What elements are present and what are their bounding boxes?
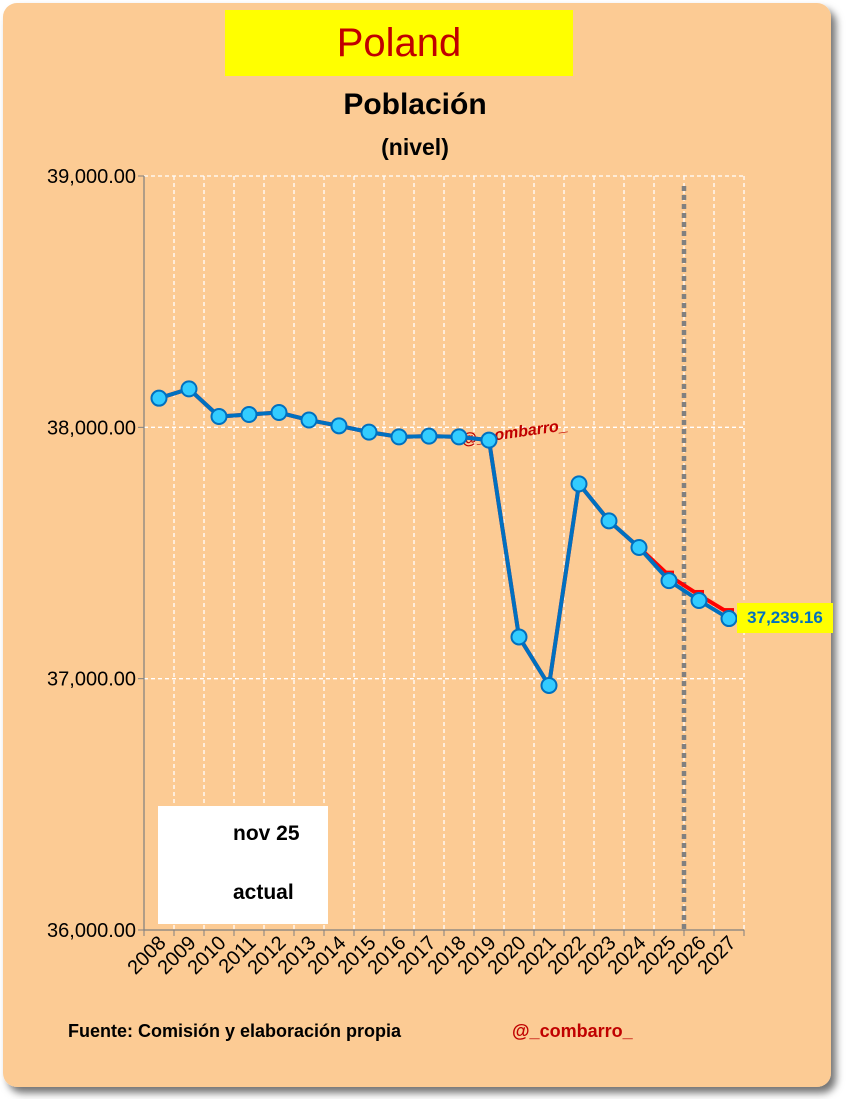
series-point-actual <box>180 380 198 398</box>
legend-label-nov25: nov 25 <box>233 822 300 845</box>
country-label: Poland <box>225 10 573 76</box>
series-layer <box>150 380 738 694</box>
legend: nov 25 actual <box>158 806 328 924</box>
series-point-actual <box>630 538 648 556</box>
series-point-actual <box>690 592 708 610</box>
series-point-actual <box>720 610 738 628</box>
author-handle: @_combarro_ <box>512 1021 633 1041</box>
series-point-actual <box>450 428 468 446</box>
series-point-actual <box>570 475 588 493</box>
series-point-actual <box>210 408 228 426</box>
series-point-actual <box>510 628 528 646</box>
series-point-actual <box>390 428 408 446</box>
y-tick-label: 37,000.00 <box>47 669 136 691</box>
series-point-actual <box>270 404 288 422</box>
y-tick-label: 39,000.00 <box>47 166 136 188</box>
series-point-actual <box>330 417 348 435</box>
y-tick-label: 36,000.00 <box>47 920 136 942</box>
last-value-label: 37,239.16 <box>737 603 833 633</box>
grid-layer <box>144 175 745 930</box>
axis-layer: 36,000.0037,000.0038,000.0039,000.002008… <box>47 166 745 979</box>
series-point-actual <box>480 431 498 449</box>
y-tick-label: 38,000.00 <box>47 417 136 439</box>
chart-subtitle: (nivel) <box>381 134 449 160</box>
series-point-actual <box>150 389 168 407</box>
source-note: Fuente: Comisión y elaboración propia <box>68 1021 402 1041</box>
chart-title: Población <box>343 88 487 121</box>
series-point-actual <box>360 423 378 441</box>
series-point-actual <box>420 427 438 445</box>
series-point-actual <box>300 411 318 429</box>
series-point-actual <box>240 406 258 424</box>
series-point-actual <box>660 572 678 590</box>
legend-label-actual: actual <box>233 881 294 904</box>
series-point-actual <box>540 676 558 694</box>
series-point-actual <box>600 512 618 530</box>
